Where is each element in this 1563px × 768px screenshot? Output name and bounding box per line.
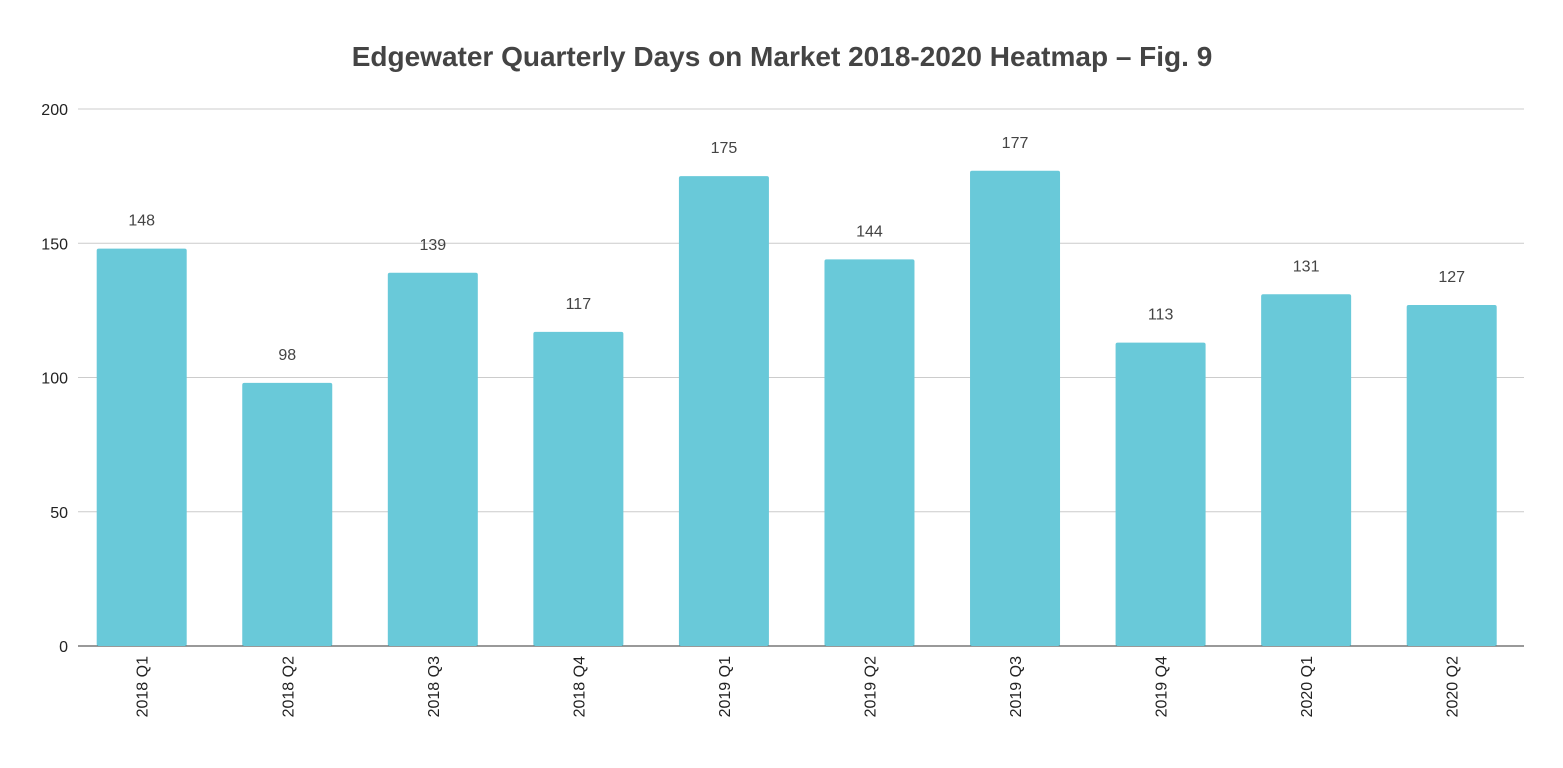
data-label: 131 — [1293, 258, 1320, 275]
x-tick-label: 2018 Q3 — [426, 656, 443, 717]
x-axis-ticks: 2018 Q1 2018 Q2 2018 Q3 2018 Q4 2019 Q1 2019 … — [135, 656, 1462, 717]
chart-title: Edgewater Quarterly Days on Market 2018-… — [352, 41, 1213, 72]
x-tick-label: 2018 Q4 — [571, 656, 588, 717]
y-tick-label: 200 — [41, 102, 68, 119]
bar[interactable] — [1406, 305, 1497, 646]
bar[interactable] — [387, 272, 478, 646]
x-tick-label: 2019 Q1 — [717, 656, 734, 717]
data-label: 113 — [1148, 307, 1174, 324]
x-tick-label: 2018 Q2 — [280, 656, 297, 717]
x-tick-label: 2018 Q1 — [135, 656, 152, 717]
x-tick-label: 2020 Q2 — [1445, 656, 1462, 717]
data-label: 98 — [278, 347, 296, 364]
data-label: 175 — [711, 140, 738, 157]
bar[interactable] — [1115, 342, 1206, 646]
x-tick-label: 2019 Q4 — [1154, 656, 1171, 717]
bar[interactable] — [533, 331, 624, 646]
bar[interactable] — [1261, 294, 1352, 646]
data-label: 139 — [419, 237, 446, 254]
y-tick-label: 50 — [50, 505, 68, 522]
bar[interactable] — [96, 248, 187, 646]
y-tick-label: 0 — [59, 639, 68, 656]
data-label: 148 — [128, 213, 155, 230]
bar[interactable] — [970, 170, 1061, 646]
x-tick-label: 2020 Q1 — [1299, 656, 1316, 717]
data-label: 177 — [1002, 135, 1029, 152]
y-axis-ticks: 0 50 100 150 200 — [41, 102, 68, 656]
bars — [96, 170, 1497, 646]
data-label: 144 — [856, 223, 883, 240]
x-tick-label: 2019 Q3 — [1008, 656, 1025, 717]
bar[interactable] — [242, 382, 333, 646]
x-tick-label: 2019 Q2 — [862, 656, 879, 717]
data-label: 117 — [566, 296, 592, 313]
data-labels: 148 98 139 117 175 144 177 113 131 127 — [128, 135, 1465, 364]
y-tick-label: 100 — [41, 371, 68, 388]
bar[interactable] — [824, 259, 915, 646]
bar[interactable] — [678, 176, 769, 646]
y-tick-label: 150 — [41, 236, 68, 253]
data-label: 127 — [1438, 269, 1465, 286]
